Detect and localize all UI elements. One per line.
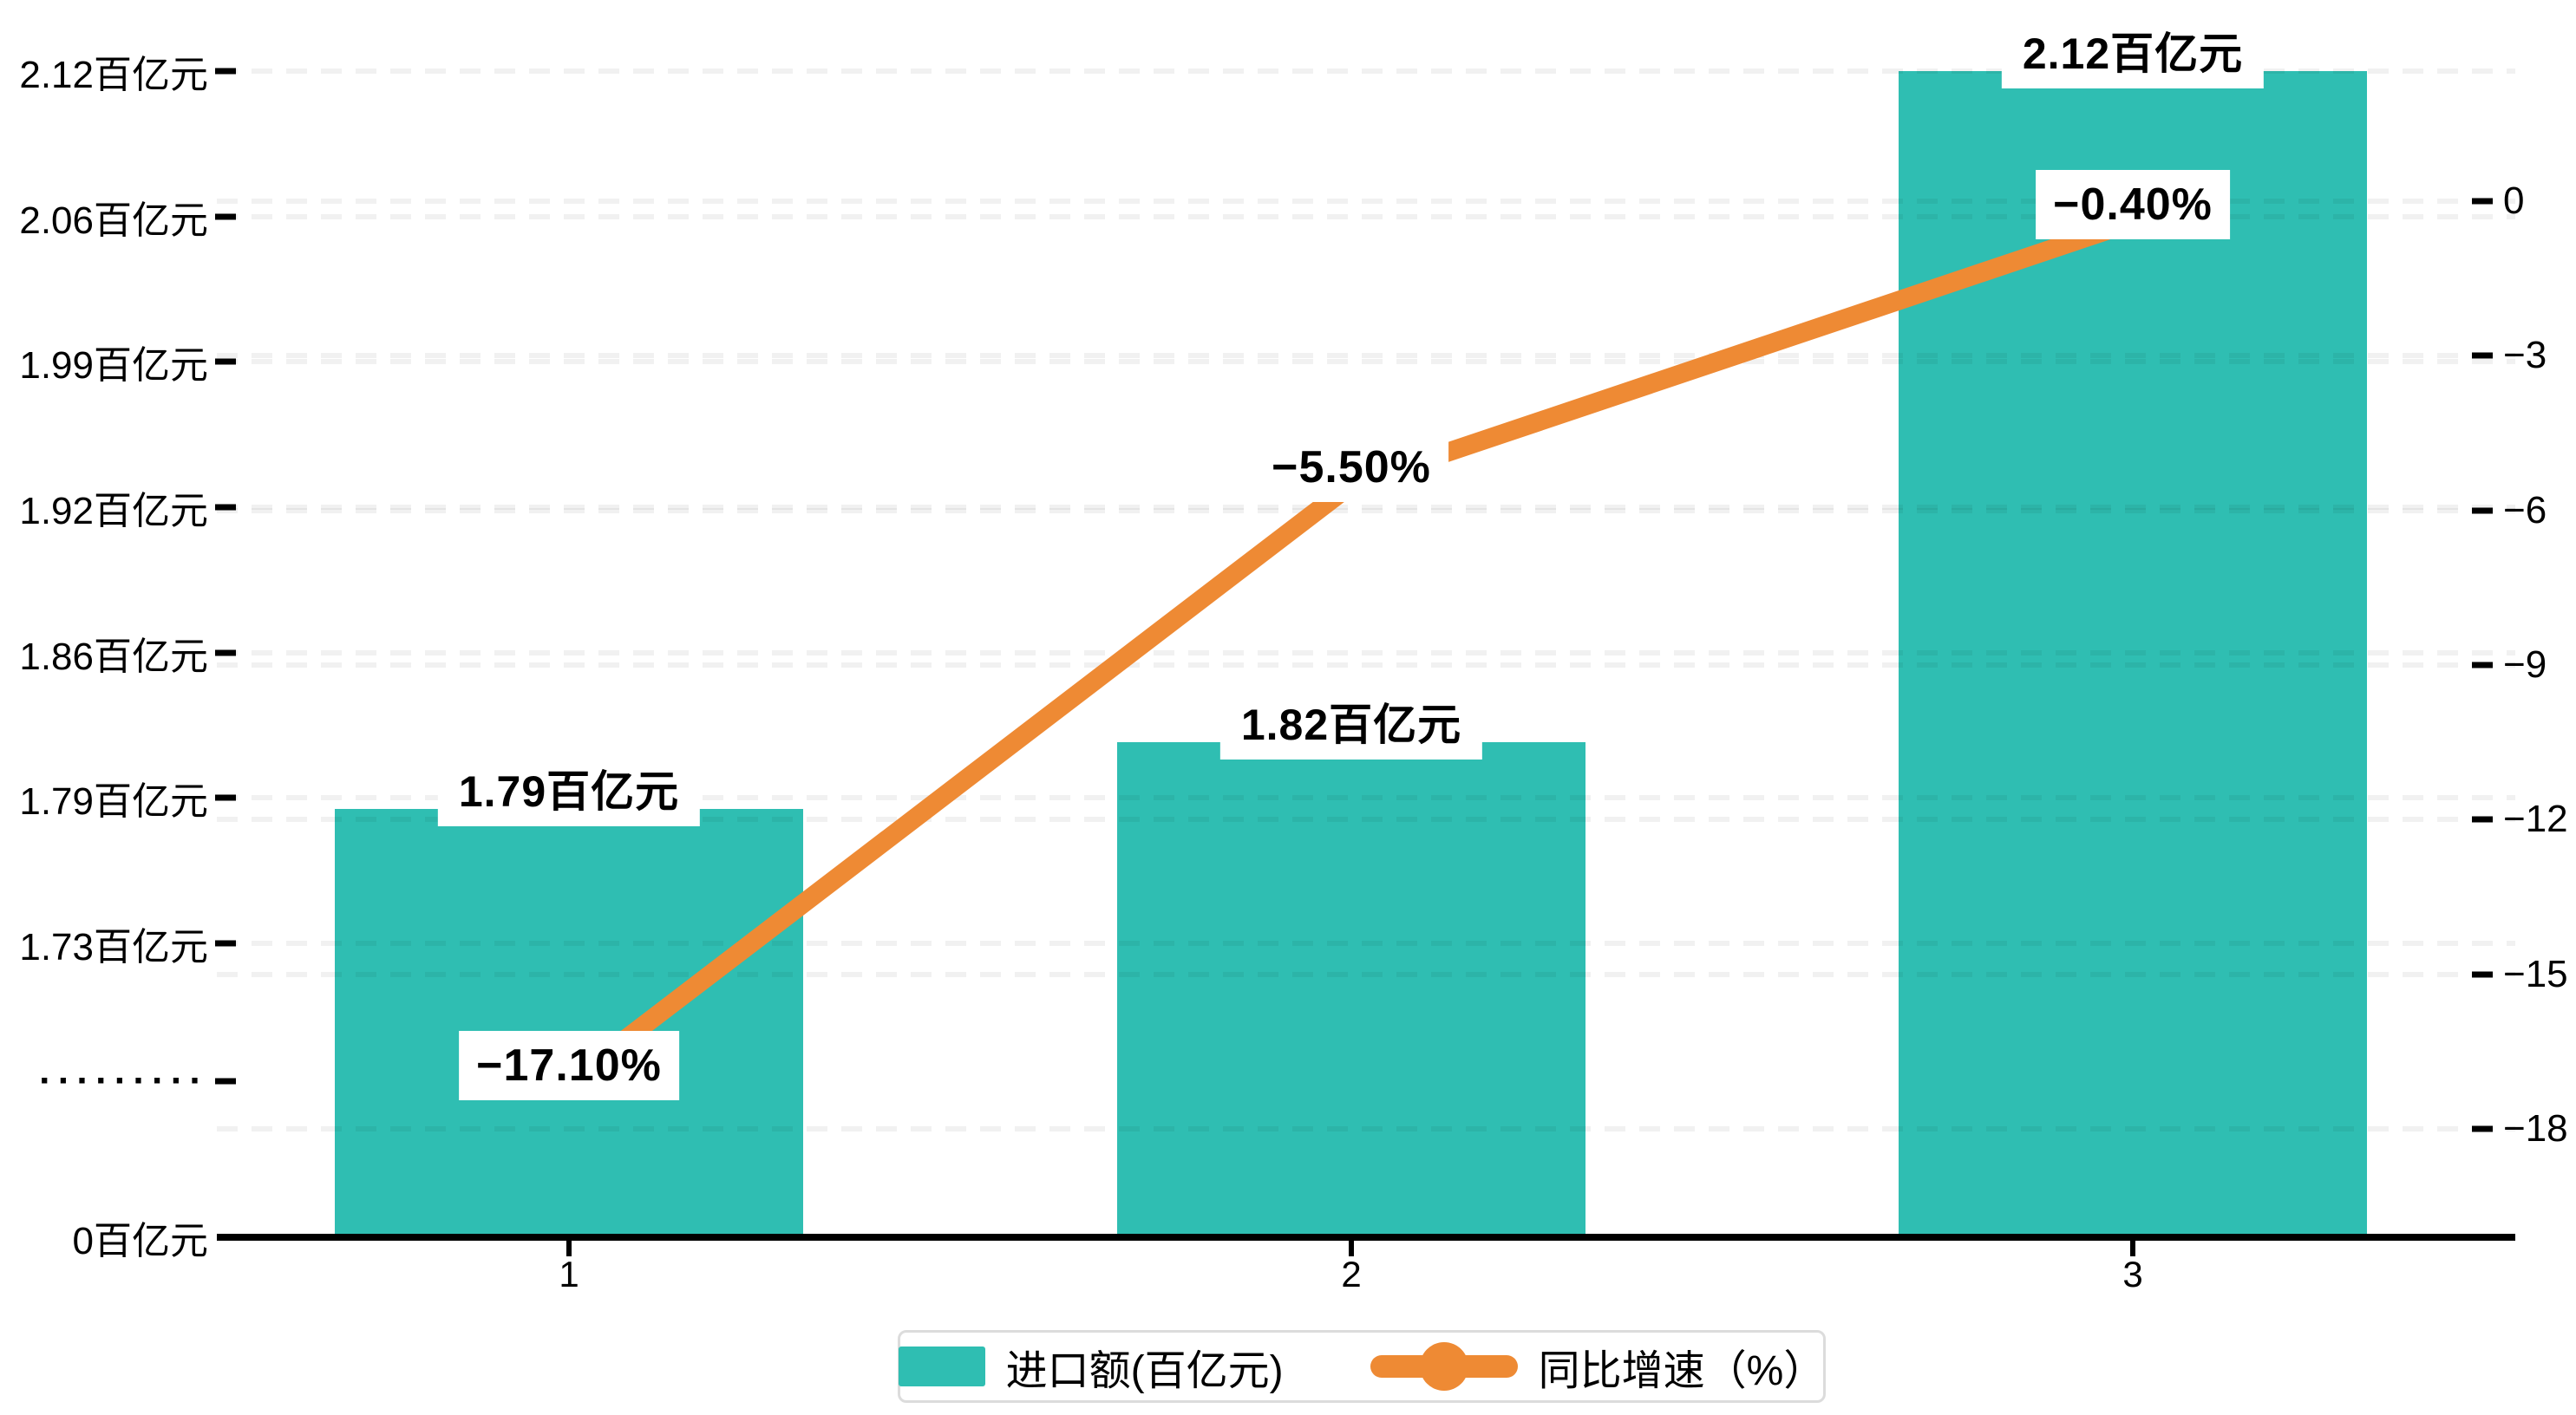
- bar-series-swatch-icon: [898, 1347, 985, 1386]
- left-axis-tick: [215, 68, 236, 75]
- gridline: [217, 817, 2515, 823]
- gridline: [217, 649, 2515, 655]
- line-marker-dot: [1419, 1342, 1468, 1391]
- gridline: [217, 1125, 2515, 1131]
- bar-value-label: 1.79百亿元: [437, 750, 701, 827]
- gridline: [217, 662, 2515, 668]
- x-axis-category-label: 3: [2122, 1254, 2143, 1294]
- legend-item-import-amount[interactable]: 进口额(百亿元): [898, 1336, 1284, 1397]
- gridline: [217, 359, 2515, 365]
- legend-label-yoy-growth: 同比增速（%）: [1538, 1348, 1826, 1394]
- x-axis-tick: [1349, 1241, 1354, 1256]
- right-axis-tick-label: −3: [2503, 334, 2547, 377]
- right-axis-tick: [2472, 971, 2493, 978]
- right-axis-tick-label: 0: [2503, 179, 2525, 222]
- growth-point-label: −5.50%: [1254, 432, 1448, 502]
- bar-value-label: 2.12百亿元: [2001, 12, 2265, 88]
- gridline: [217, 68, 2515, 74]
- gridline: [217, 213, 2515, 219]
- x-axis-line: [217, 1234, 2515, 1241]
- left-axis-tick-label: 1.86百亿元: [19, 635, 208, 678]
- right-axis-tick-label: −9: [2503, 642, 2547, 686]
- gridline: [217, 795, 2515, 801]
- x-axis-category-label: 2: [1341, 1254, 1362, 1294]
- left-axis-tick: [215, 358, 236, 365]
- gridline: [217, 353, 2515, 359]
- x-axis-tick: [566, 1241, 572, 1256]
- bar[interactable]: [1117, 741, 1585, 1237]
- left-axis-tick-label: 1.79百亿元: [19, 780, 208, 824]
- left-axis-tick-label: 2.06百亿元: [19, 199, 208, 242]
- growth-point-label: −17.10%: [459, 1030, 679, 1100]
- right-axis-tick-label: −6: [2503, 488, 2547, 531]
- right-axis-tick: [2472, 198, 2493, 205]
- left-axis-tick: [215, 504, 236, 511]
- x-axis-tick: [2130, 1241, 2135, 1256]
- left-axis-tick: [215, 649, 236, 656]
- right-axis-tick: [2472, 1125, 2493, 1132]
- bar[interactable]: [335, 809, 803, 1237]
- line-series-marker-icon: [1370, 1342, 1518, 1391]
- left-axis-break-tick: [215, 1078, 236, 1085]
- x-axis-category-label: 1: [559, 1254, 579, 1294]
- growth-polyline[interactable]: [563, 212, 2136, 1091]
- right-axis-tick-label: −12: [2503, 798, 2568, 841]
- left-axis-tick-label: 2.12百亿元: [19, 54, 208, 96]
- left-axis-tick-label: 1.99百亿元: [19, 344, 208, 388]
- gridline: [217, 941, 2515, 947]
- left-axis-tick: [215, 940, 236, 947]
- left-axis-break-label: ·········: [39, 1060, 208, 1102]
- right-axis-tick-label: −15: [2503, 952, 2568, 995]
- left-axis-tick: [215, 794, 236, 801]
- bar-value-label: 1.82百亿元: [1219, 682, 1483, 760]
- right-axis-tick-label: −18: [2503, 1106, 2568, 1150]
- right-axis-tick: [2472, 662, 2493, 668]
- gridline: [217, 971, 2515, 977]
- right-axis-tick: [2472, 507, 2493, 514]
- left-axis-tick-label: 1.92百亿元: [19, 490, 208, 532]
- legend-item-yoy-growth[interactable]: 同比增速（%）: [1370, 1336, 1826, 1397]
- left-axis-tick: [215, 213, 236, 220]
- gridline: [217, 507, 2515, 513]
- left-axis-zero-label: 0百亿元: [72, 1220, 208, 1262]
- gridline: [217, 199, 2515, 204]
- growth-point-label: −0.40%: [2036, 169, 2230, 239]
- legend: 进口额(百亿元) 同比增速（%）: [898, 1330, 1826, 1403]
- right-axis-tick: [2472, 352, 2493, 359]
- legend-label-import-amount: 进口额(百亿元): [1005, 1348, 1284, 1394]
- left-axis-tick-label: 1.73百亿元: [19, 926, 208, 969]
- right-axis-tick: [2472, 816, 2493, 823]
- gridline: [217, 505, 2515, 510]
